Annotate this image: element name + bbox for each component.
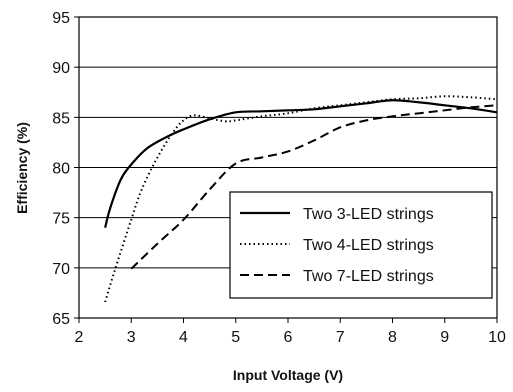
y-tick-label: 90 <box>52 60 70 77</box>
x-tick-label: 5 <box>231 329 240 346</box>
y-axis-label: Efficiency (%) <box>14 122 30 214</box>
tick-layer: 65 70 75 80 85 90 95 2 3 4 5 6 7 8 9 10 <box>52 10 506 346</box>
y-tick-label: 95 <box>52 10 70 27</box>
x-axis-label: Input Voltage (V) <box>233 367 343 383</box>
x-tick-label: 10 <box>488 329 506 346</box>
x-tick-label: 3 <box>127 329 136 346</box>
legend-box <box>229 191 493 299</box>
legend-label-series-3: Two 7-LED strings <box>303 268 434 285</box>
x-tick-label: 2 <box>75 329 84 346</box>
series-line-3 <box>130 104 498 270</box>
series-line-1 <box>104 99 498 228</box>
y-tick-label: 80 <box>52 161 70 178</box>
legend-label-series-1: Two 3-LED strings <box>303 206 434 223</box>
y-tick-label: 65 <box>52 311 70 328</box>
x-tick-label: 7 <box>336 329 345 346</box>
y-tick-label: 85 <box>52 110 70 127</box>
series-layer <box>104 95 498 303</box>
y-tick-label: 70 <box>52 261 70 278</box>
x-tick-label: 6 <box>284 329 293 346</box>
y-tick-label: 75 <box>52 211 70 228</box>
legend: Two 3-LED strings Two 4-LED strings Two … <box>229 191 493 299</box>
x-tick-label: 8 <box>388 329 397 346</box>
x-tick-label: 4 <box>179 329 188 346</box>
x-tick-label: 9 <box>440 329 449 346</box>
legend-label-series-2: Two 4-LED strings <box>303 237 434 254</box>
